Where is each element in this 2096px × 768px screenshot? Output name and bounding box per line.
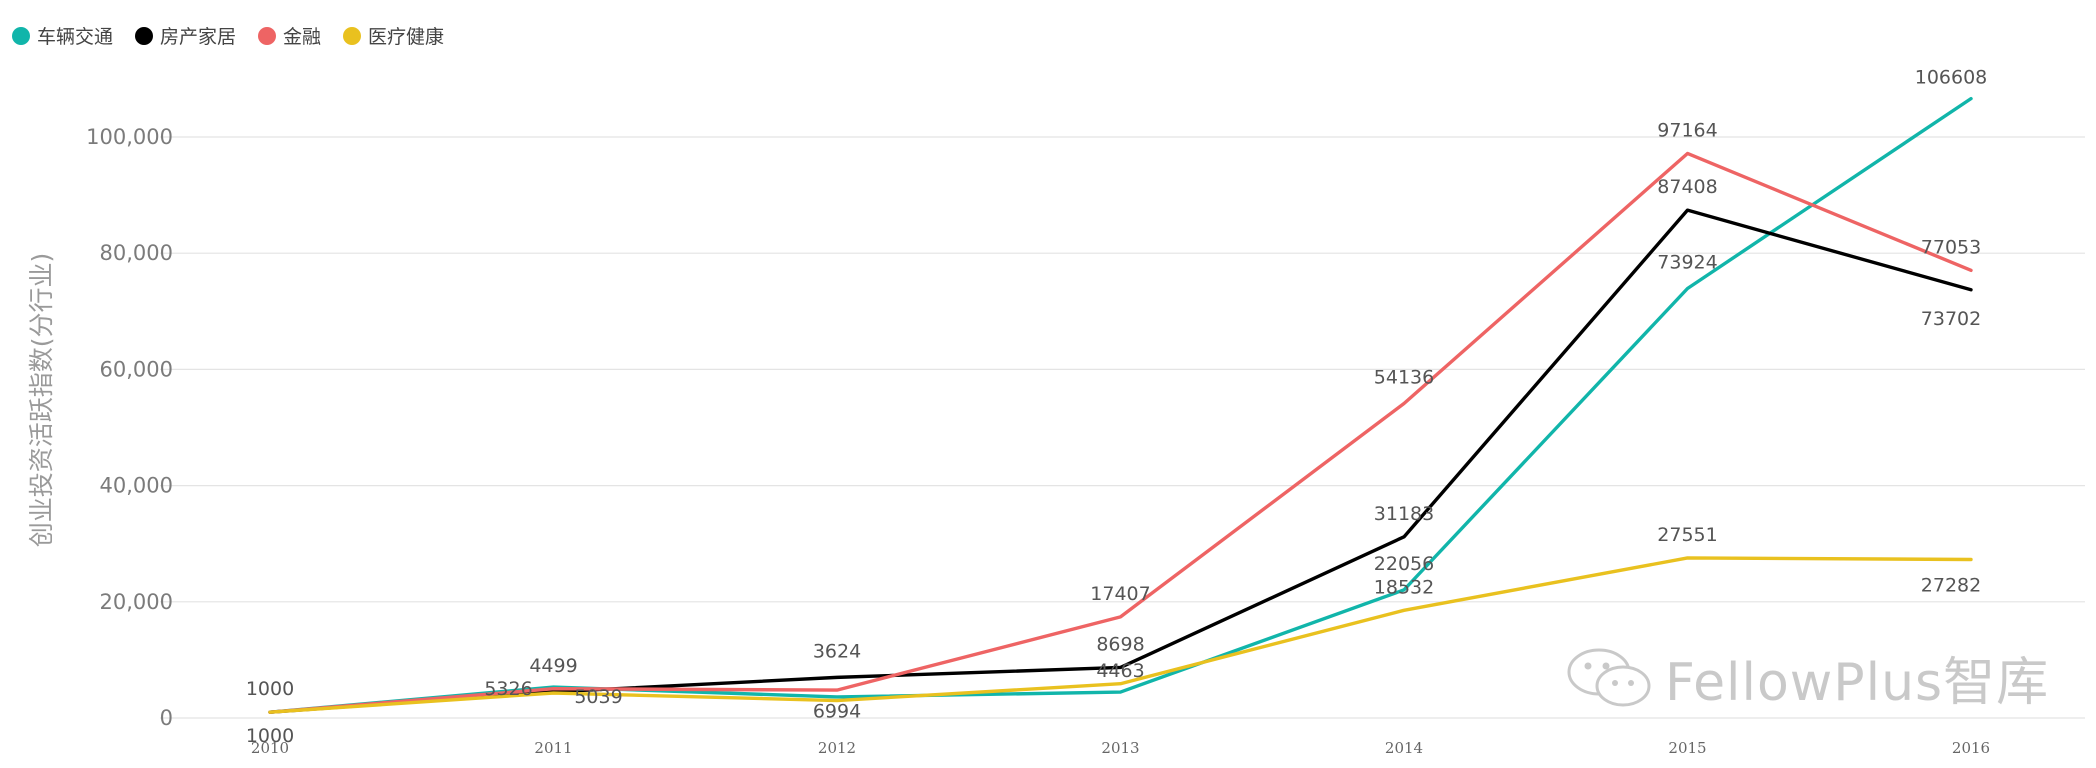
legend-item[interactable]: 车辆交通 xyxy=(12,22,113,49)
legend-marker xyxy=(135,26,154,45)
legend-marker xyxy=(258,26,277,45)
legend-item[interactable]: 金融 xyxy=(258,22,321,49)
data-label: 8698 xyxy=(1096,633,1144,655)
x-tick-label: 2015 xyxy=(1668,739,1706,757)
data-label: 6994 xyxy=(813,701,861,723)
data-label: 87408 xyxy=(1657,176,1717,198)
data-label: 5039 xyxy=(574,686,622,708)
y-tick-label: 40,000 xyxy=(100,474,173,498)
data-label: 4499 xyxy=(529,655,577,677)
x-tick-label: 2011 xyxy=(534,739,572,757)
data-label: 73702 xyxy=(1921,308,1981,330)
x-tick-label: 2010 xyxy=(251,739,289,757)
watermark-text: FellowPlus智库 xyxy=(1665,653,2050,713)
data-label: 18532 xyxy=(1374,576,1434,598)
data-label: 4463 xyxy=(1096,660,1144,682)
legend-item[interactable]: 医疗健康 xyxy=(343,22,444,49)
x-tick-label: 2012 xyxy=(818,739,856,757)
gridlines xyxy=(160,136,2085,719)
data-label: 54136 xyxy=(1374,366,1434,388)
y-tick-label: 20,000 xyxy=(100,590,173,614)
watermark: FellowPlus智库 xyxy=(1565,640,2049,715)
legend-item[interactable]: 房产家居 xyxy=(135,22,236,49)
data-label: 97164 xyxy=(1657,119,1717,141)
x-axis-ticks: 2010 2011 2012 2013 2014 2015 2016 xyxy=(251,739,1990,757)
data-label: 1000 xyxy=(246,678,294,700)
y-axis-ticks: 0 20,000 40,000 60,000 80,000 100,000 xyxy=(86,125,173,730)
data-label: 17407 xyxy=(1090,583,1150,605)
y-axis-label: 创业投资活跃指数(分行业) xyxy=(27,253,56,548)
legend-label: 房产家居 xyxy=(160,26,237,48)
y-tick-label: 0 xyxy=(160,706,173,730)
series-lines xyxy=(268,96,1973,714)
data-label: 3624 xyxy=(813,640,861,662)
series-line xyxy=(268,556,1973,714)
y-tick-label: 60,000 xyxy=(100,357,173,381)
legend-label: 车辆交通 xyxy=(37,26,114,48)
x-tick-label: 2014 xyxy=(1385,739,1423,757)
data-labels: 1000 5326 4463 22056 73924 106608 1000 4499 3624… xyxy=(246,67,1987,748)
y-tick-label: 80,000 xyxy=(100,241,173,265)
data-label: 5326 xyxy=(484,678,532,700)
data-label: 31183 xyxy=(1374,503,1434,525)
legend-label: 金融 xyxy=(283,26,322,48)
legend: 车辆交通 房产家居 金融 医疗健康 xyxy=(12,22,466,49)
data-label: 1000 xyxy=(246,725,294,747)
y-tick-label: 100,000 xyxy=(86,125,173,149)
x-tick-label: 2016 xyxy=(1952,739,1990,757)
data-label: 77053 xyxy=(1921,236,1981,258)
wechat-icon xyxy=(1567,648,1651,706)
x-tick-label: 2013 xyxy=(1101,739,1139,757)
data-label: 73924 xyxy=(1657,252,1717,274)
legend-marker xyxy=(12,26,30,45)
legend-label: 医疗健康 xyxy=(368,26,445,48)
legend-marker xyxy=(343,26,362,45)
data-label: 27551 xyxy=(1657,524,1717,546)
data-label: 22056 xyxy=(1374,553,1434,575)
series-line xyxy=(268,151,1973,714)
data-label: 106608 xyxy=(1915,67,1988,89)
data-label: 27282 xyxy=(1921,574,1981,596)
